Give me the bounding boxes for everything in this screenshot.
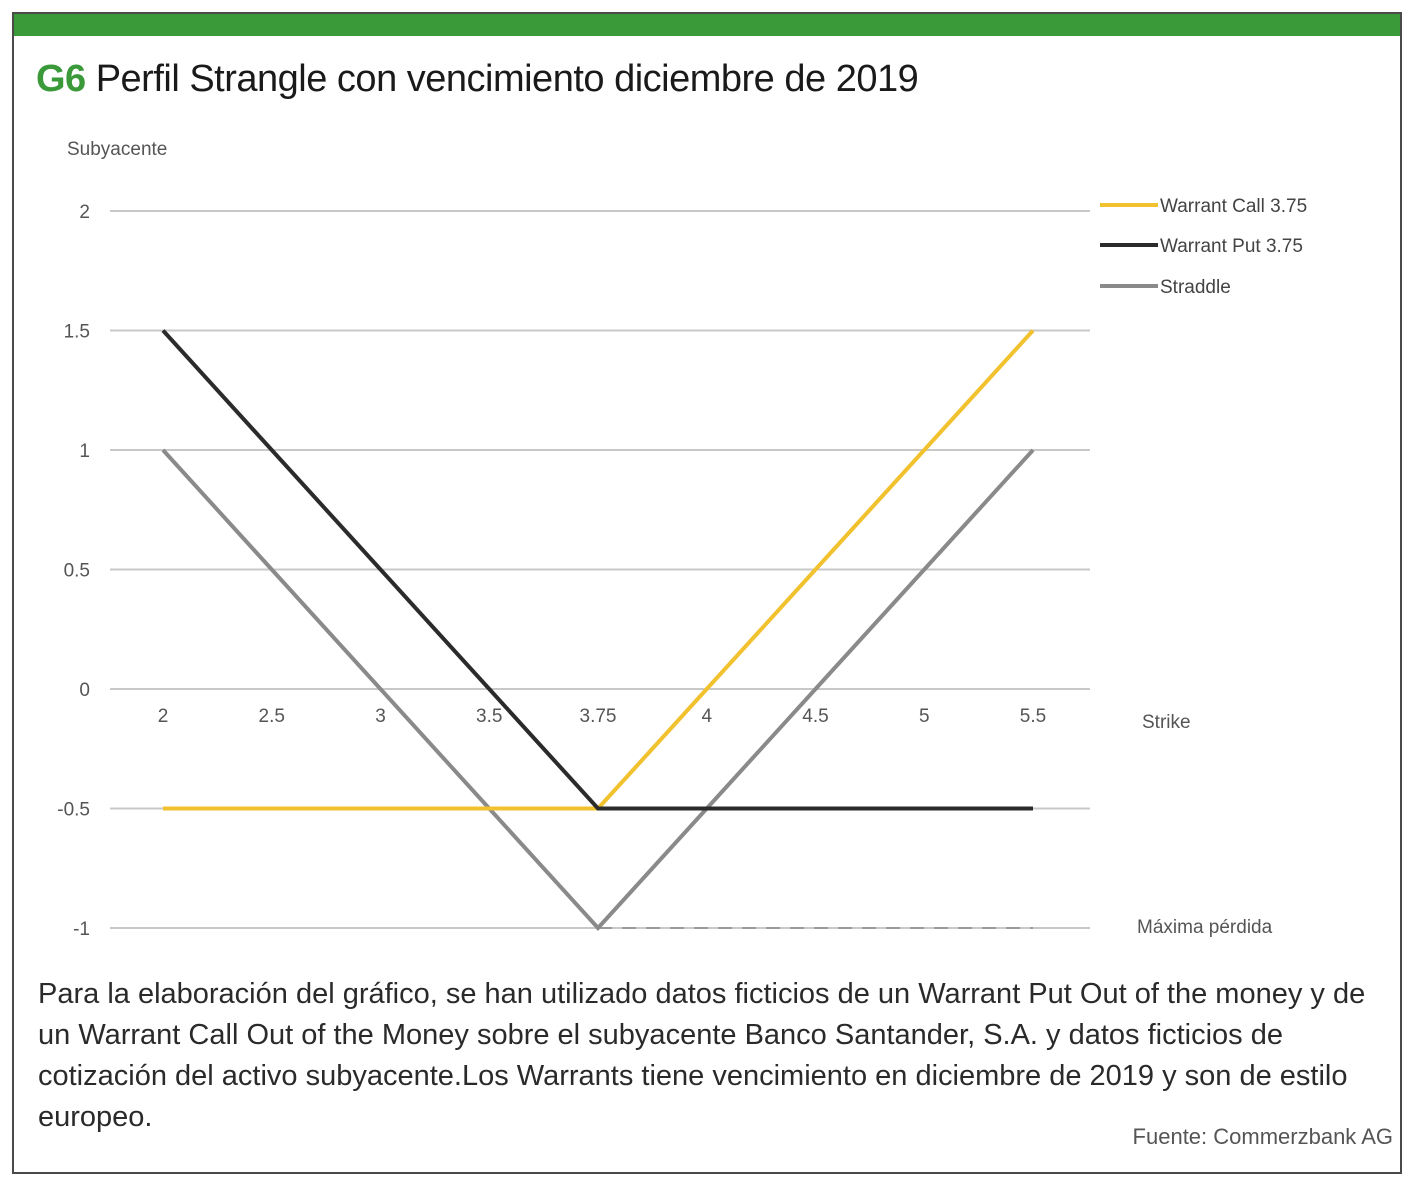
legend-label: Warrant Call 3.75 — [1160, 196, 1307, 217]
y-tick-label: 0.5 — [64, 561, 90, 582]
legend-label: Warrant Put 3.75 — [1160, 236, 1303, 257]
x-tick-label: 2.5 — [259, 706, 285, 727]
figure-code: G6 — [36, 58, 86, 100]
accent-bar — [14, 14, 1400, 36]
x-axis-label: Strike — [1142, 712, 1191, 733]
x-tick-label: 3.5 — [476, 706, 502, 727]
figure-title: G6 Perfil Strangle con vencimiento diciem… — [36, 58, 919, 101]
y-tick-label: -1 — [73, 919, 90, 940]
series-line-straddle — [161, 448, 1035, 931]
y-tick-label: 1 — [79, 441, 90, 462]
y-tick-label: -0.5 — [57, 800, 90, 821]
figure-caption: Para la elaboración del gráfico, se han … — [38, 978, 1366, 1133]
legend-label: Straddle — [1160, 277, 1231, 298]
strangle-chart: 2 1.5 1 0.5 0 -0.5 -1 Subyacente 2 2.5 3 3.5 3.75 4 4.… — [57, 139, 1307, 940]
x-tick-label: 3.75 — [580, 706, 617, 727]
figure-title-text: Perfil Strangle con vencimiento diciembr… — [95, 58, 919, 100]
y-tick-label: 0 — [79, 680, 90, 701]
y-tick-label: 2 — [79, 202, 90, 223]
y-tick-label: 1.5 — [64, 322, 90, 343]
x-tick-label: 5.5 — [1020, 706, 1046, 727]
figure-frame: G6 Perfil Strangle con vencimiento diciem… — [12, 12, 1402, 1174]
x-tick-label: 3 — [375, 706, 386, 727]
figure-source: Fuente: Commerzbank AG — [1132, 1124, 1393, 1149]
x-tick-label: 5 — [919, 706, 930, 727]
x-tick-label: 4.5 — [802, 706, 828, 727]
max-loss-label: Máxima pérdida — [1137, 917, 1273, 938]
x-tick-label: 2 — [158, 706, 169, 727]
x-tick-label: 4 — [701, 706, 712, 727]
series-line-warrant-put-3-75 — [161, 329, 1033, 811]
y-axis-label: Subyacente — [67, 139, 167, 160]
